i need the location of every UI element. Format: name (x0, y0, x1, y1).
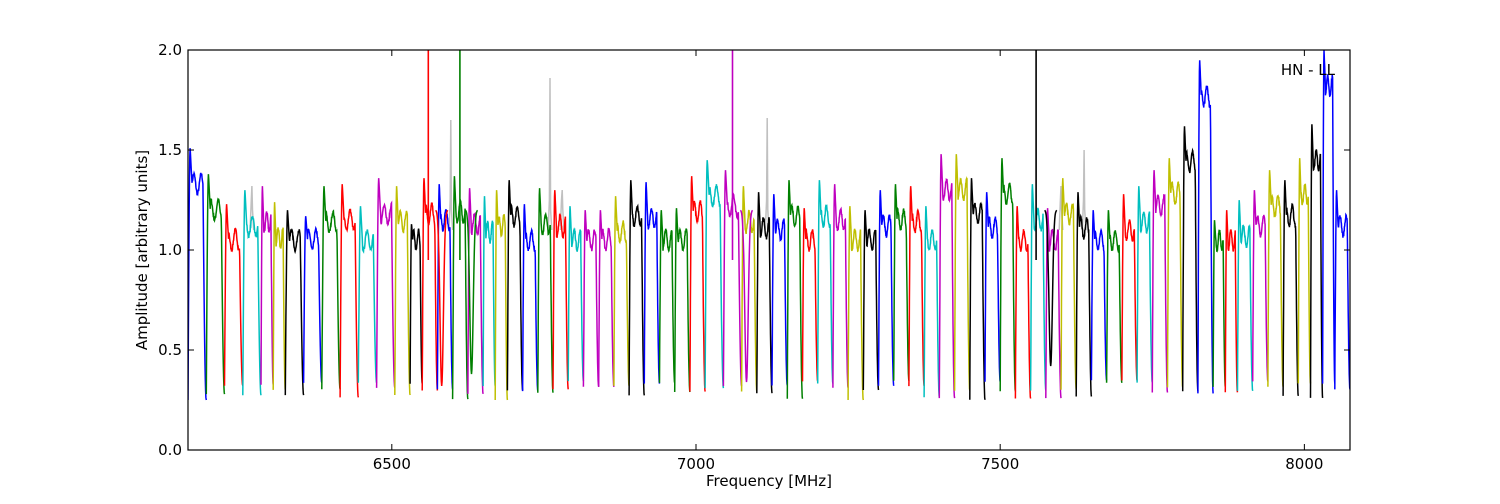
ticks-layer: 6500 7000 7500 8000 0.0 0.5 1.0 1.5 2.0 (158, 41, 1350, 473)
background-spike-2 (559, 189, 565, 231)
channel-curve-51 (984, 192, 1001, 382)
channel-curve-4 (260, 186, 274, 385)
channel-curve-74 (1321, 50, 1336, 384)
channel-curve-43 (862, 210, 880, 391)
channel-curve-44 (877, 190, 895, 386)
channel-curve-49 (953, 154, 971, 391)
channel-curve-21 (521, 204, 539, 392)
channel-curve-48 (938, 154, 956, 399)
channel-curve-40 (816, 180, 834, 384)
channel-curve-5 (272, 202, 287, 390)
channel-curve-0 (188, 148, 208, 401)
channel-curve-37 (771, 194, 789, 386)
channel-curve-3 (242, 190, 262, 396)
y-tick-label: 0.5 (158, 341, 182, 359)
channel-curve-63 (1166, 158, 1184, 388)
channel-curve-64 (1181, 126, 1199, 392)
channel-curve-53 (1014, 206, 1032, 399)
channel-curve-1 (205, 174, 226, 395)
channel-curve-31 (673, 208, 691, 393)
background-spike-1 (547, 77, 553, 231)
channel-curve-27 (613, 196, 630, 387)
channel-curve-11 (375, 178, 396, 389)
channel-curve-73 (1309, 124, 1324, 398)
dip-curve-3 (1044, 209, 1058, 367)
channel-curve-33 (704, 160, 725, 389)
channel-curve-14 (421, 178, 439, 391)
channel-curve-7 (302, 216, 323, 384)
channel-curve-46 (908, 186, 925, 387)
channel-curve-20 (506, 180, 524, 391)
channel-curve-13 (409, 224, 423, 384)
channel-curve-23 (552, 190, 569, 390)
background-spike-0 (448, 119, 454, 231)
x-tick-label: 6500 (373, 455, 411, 473)
channel-curve-42 (847, 206, 865, 401)
channel-curve-72 (1297, 158, 1312, 384)
channel-curve-8 (321, 186, 341, 390)
channel-curve-66 (1212, 220, 1227, 387)
channel-curve-68 (1236, 200, 1254, 392)
channel-curve-36 (756, 192, 773, 394)
channel-curve-71 (1282, 180, 1300, 397)
channel-curve-6 (284, 210, 305, 396)
background-spike-4 (764, 117, 770, 231)
channel-curve-9 (339, 184, 360, 398)
dip-curve-0 (435, 209, 449, 387)
channel-curve-62 (1151, 170, 1169, 393)
y-tick-label: 0.0 (158, 441, 182, 459)
channel-curve-32 (689, 176, 706, 392)
channel-curve-15 (436, 184, 454, 390)
channel-curve-58 (1090, 210, 1108, 381)
y-tick-label: 1.0 (158, 241, 182, 259)
channel-curve-10 (357, 206, 378, 383)
channel-curve-50 (969, 178, 986, 400)
channel-curve-60 (1121, 194, 1138, 381)
dip-curve-1 (464, 209, 479, 375)
channel-curve-69 (1251, 190, 1269, 382)
y-axis-label: Amplitude [arbitrary units] (133, 150, 151, 350)
channel-curve-59 (1105, 210, 1123, 383)
channel-curve-65 (1197, 60, 1214, 394)
background-spike-6 (1081, 149, 1087, 231)
channel-curve-12 (394, 186, 411, 396)
channel-curve-75 (1334, 190, 1350, 390)
channel-curve-61 (1136, 186, 1154, 383)
channel-curve-28 (628, 180, 646, 396)
y-tick-label: 2.0 (158, 41, 182, 59)
y-tick-label: 1.5 (158, 141, 182, 159)
dip-curve-2 (739, 209, 754, 383)
channel-curve-56 (1060, 178, 1077, 390)
series-layer (188, 50, 1350, 401)
x-tick-label: 7000 (677, 455, 715, 473)
channel-curve-18 (482, 196, 496, 387)
channel-curve-52 (999, 158, 1017, 392)
annotation-label: HN - LL (1281, 61, 1336, 79)
channel-curve-38 (786, 180, 804, 399)
channel-curve-19 (494, 190, 509, 401)
channel-curve-39 (801, 208, 819, 382)
channel-curve-29 (643, 182, 661, 384)
channel-curve-26 (597, 210, 615, 388)
channel-curve-57 (1075, 192, 1093, 397)
channel-curve-47 (923, 206, 941, 398)
channel-curve-35 (740, 186, 758, 392)
channel-curve-25 (582, 210, 600, 387)
channel-curve-24 (567, 206, 585, 382)
channel-curve-22 (537, 188, 554, 393)
channel-curve-30 (658, 210, 676, 384)
channel-curve-2 (223, 204, 244, 386)
x-axis-label: Frequency [MHz] (706, 472, 832, 490)
channel-curve-41 (832, 184, 849, 388)
channel-curve-70 (1267, 170, 1284, 387)
channel-curve-45 (892, 184, 910, 381)
x-tick-label: 8000 (1285, 455, 1323, 473)
channel-curve-67 (1224, 210, 1239, 393)
channel-curve-54 (1029, 184, 1047, 391)
x-tick-label: 7500 (981, 455, 1019, 473)
